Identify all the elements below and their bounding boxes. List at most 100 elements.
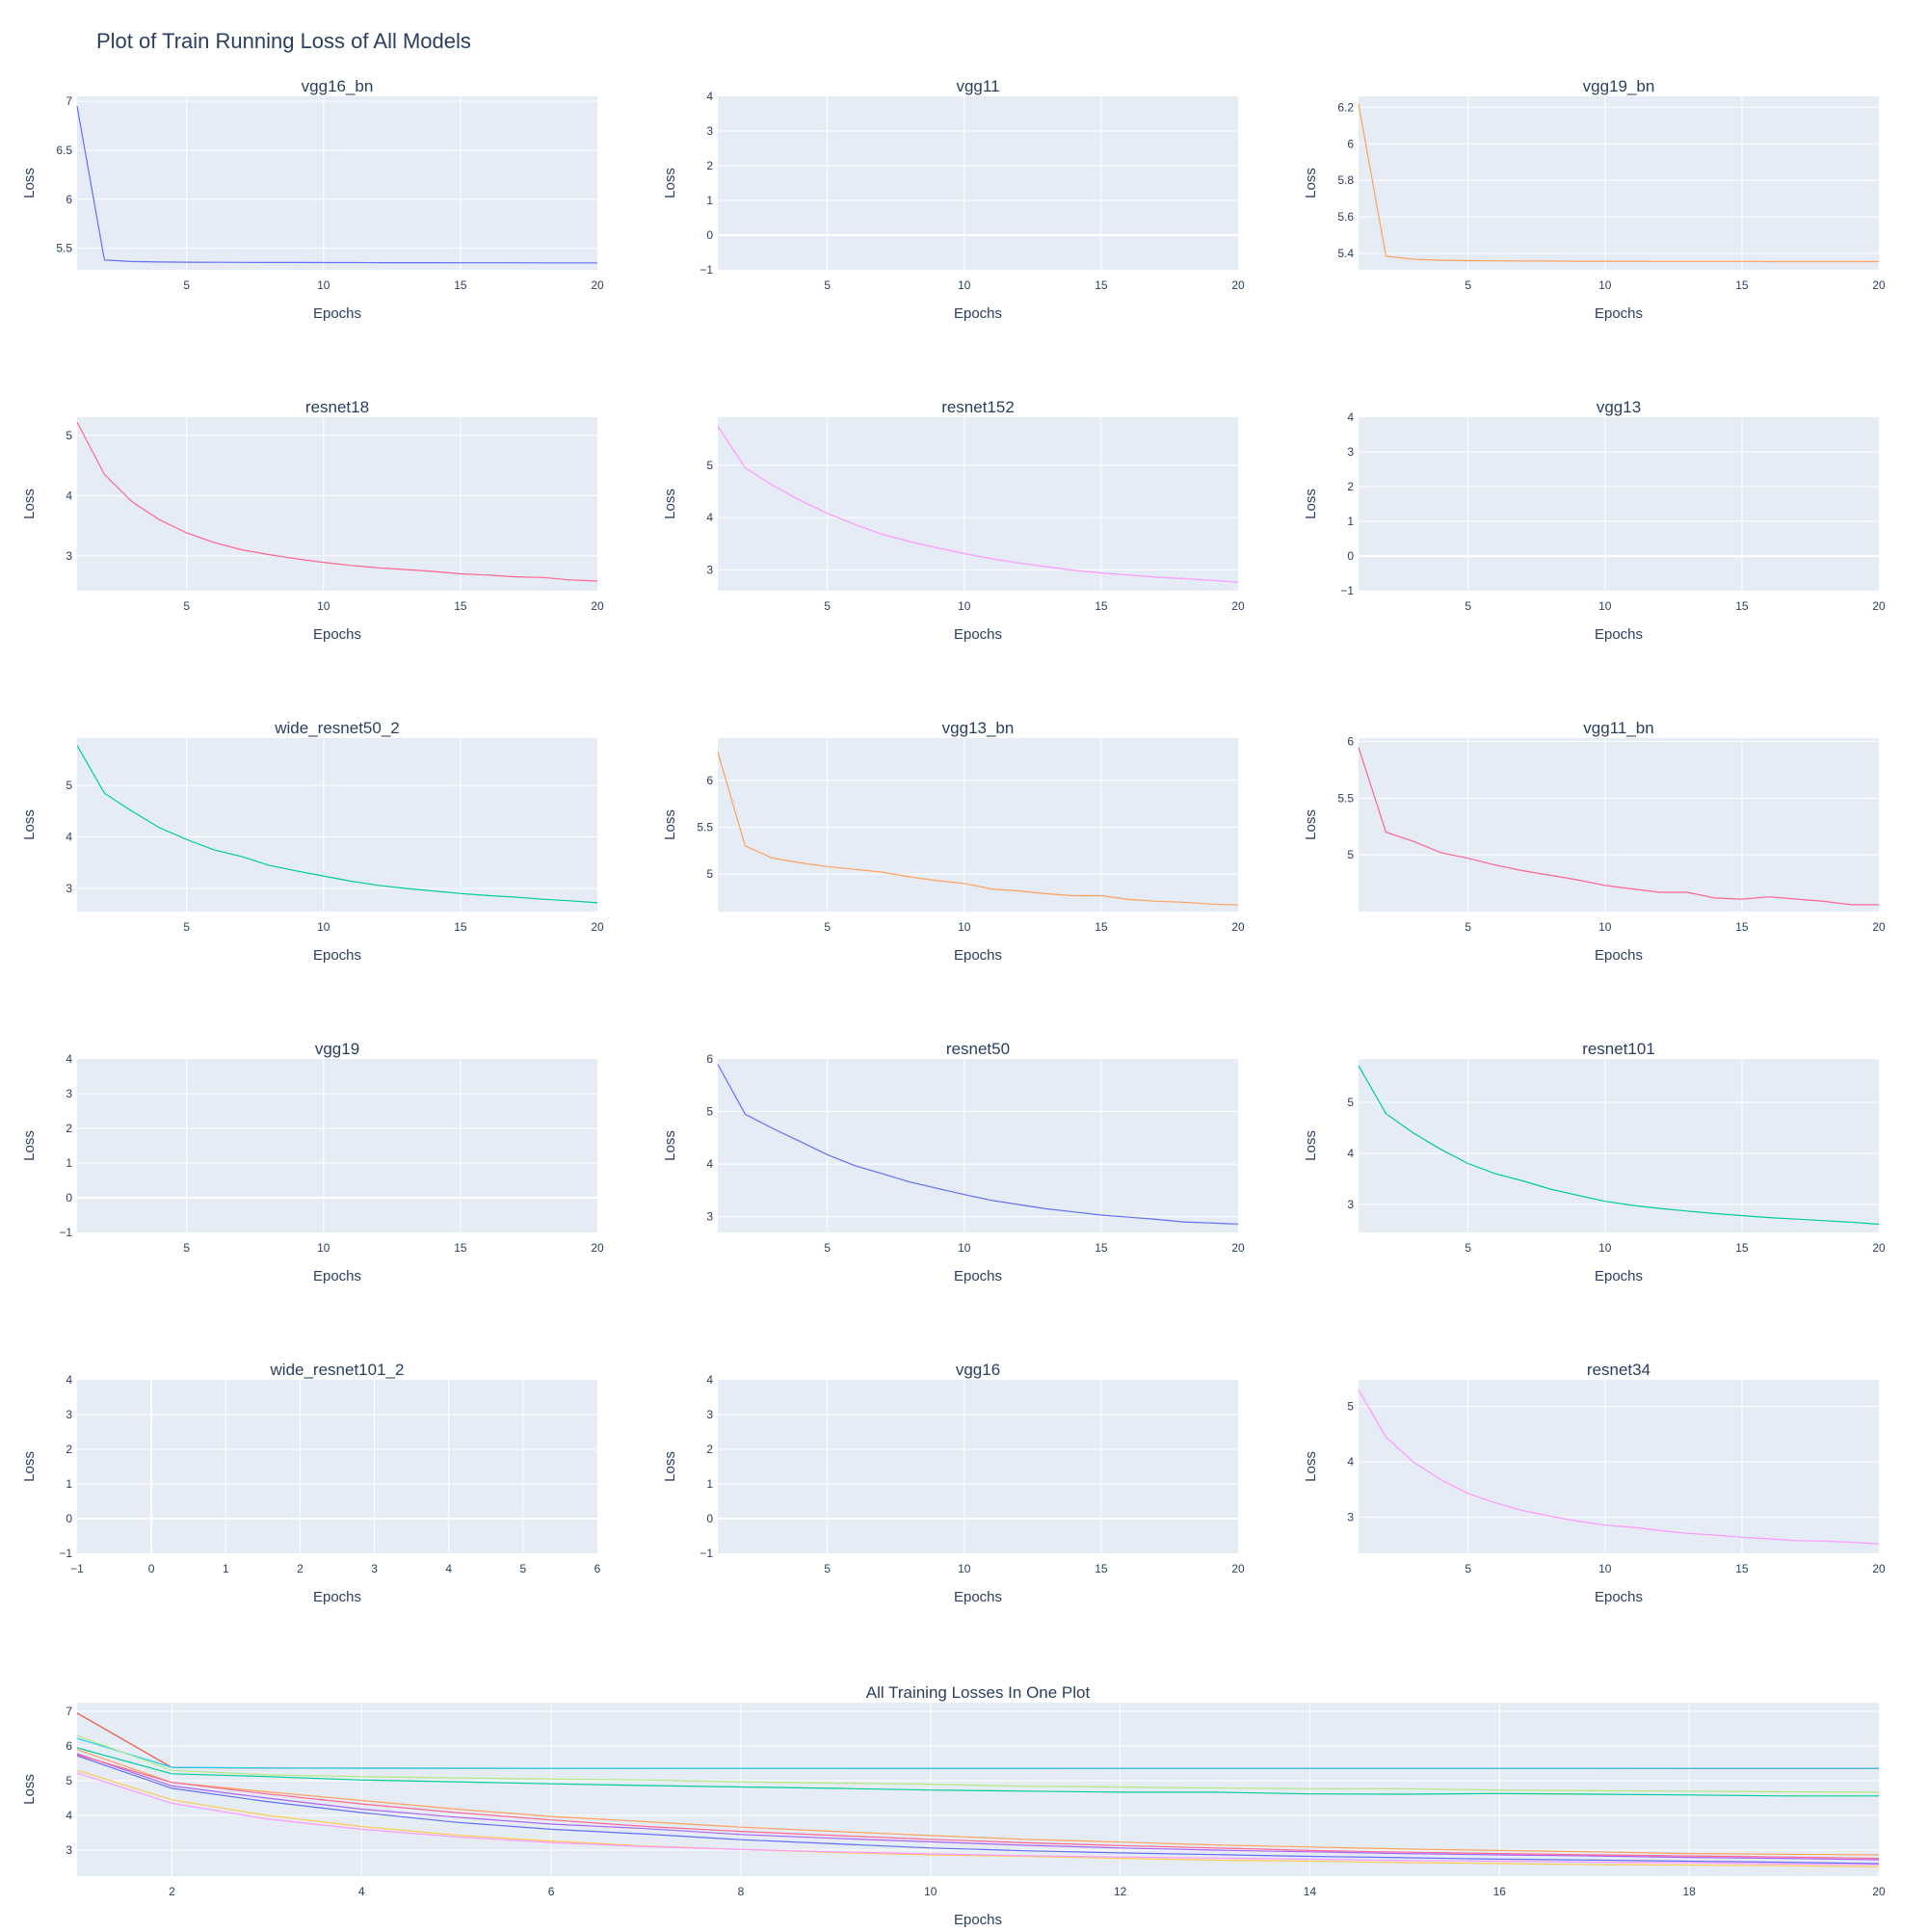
series-line-4 <box>76 1747 1879 1797</box>
x-tick-label: 5 <box>1465 278 1471 292</box>
y-tick-label: 5.5 <box>56 242 72 255</box>
series-line-5 <box>76 1749 1880 1856</box>
series-line-1 <box>1358 747 1879 906</box>
x-tick-label: 5 <box>824 1241 831 1255</box>
x-axis-label: Epochs <box>313 947 361 964</box>
y-axis-label: Loss <box>21 168 38 198</box>
y-tick-label: 6.2 <box>1337 100 1354 114</box>
series-line-2 <box>76 1737 1879 1769</box>
x-tick-label: 20 <box>591 599 604 613</box>
y-tick-label: 4 <box>66 489 72 502</box>
x-tick-label: 15 <box>454 920 467 934</box>
plot-area <box>77 1703 1879 1876</box>
x-tick-label: 5 <box>1465 920 1471 934</box>
y-tick-label: 3 <box>706 124 713 138</box>
subplot-title: resnet152 <box>941 398 1015 416</box>
x-tick-label: 10 <box>958 278 971 292</box>
x-tick-label: 5 <box>824 278 831 292</box>
series-line-1 <box>76 421 598 582</box>
subplot-title: resnet101 <box>1582 1040 1655 1058</box>
y-axis-label: Loss <box>1303 1451 1319 1482</box>
y-tick-label: 1 <box>66 1477 72 1491</box>
y-tick-label: 7 <box>66 94 72 108</box>
subplot-resnet152: 5 10 15 20 3 4 5 resnet152 Epochs Loss <box>662 398 1245 643</box>
x-tick-label: 20 <box>591 278 604 292</box>
y-tick-label: 3 <box>66 882 72 895</box>
y-tick-label: 5 <box>706 1105 713 1119</box>
x-tick-label: 10 <box>1598 1562 1612 1575</box>
x-tick-label: 10 <box>1598 599 1612 613</box>
y-tick-label: 5 <box>66 779 72 792</box>
plot-area <box>718 417 1238 591</box>
x-tick-label: 20 <box>1872 920 1886 934</box>
subplot-title: vgg13_bn <box>942 719 1015 737</box>
x-tick-label: 15 <box>454 278 467 292</box>
plot-area <box>1359 1059 1879 1232</box>
subplot-title: vgg19_bn <box>1583 77 1655 95</box>
x-axis-label: Epochs <box>313 1589 361 1605</box>
y-tick-label: 1 <box>706 1477 713 1491</box>
y-tick-label: 0 <box>1347 549 1354 563</box>
x-tick-label: 10 <box>924 1885 937 1898</box>
x-tick-label: 10 <box>1598 278 1612 292</box>
series-line-1 <box>717 752 1239 906</box>
series-line-1 <box>76 106 597 264</box>
y-tick-label: 6 <box>706 1052 713 1066</box>
y-axis-label: Loss <box>21 1451 38 1482</box>
y-tick-label: 1 <box>706 194 713 207</box>
plot-area <box>1359 417 1879 591</box>
x-tick-label: 5 <box>183 278 190 292</box>
subplot-title: vgg16_bn <box>302 77 374 95</box>
x-tick-label: 20 <box>1231 599 1245 613</box>
plot-area <box>718 1059 1238 1232</box>
x-tick-label: 15 <box>1735 278 1749 292</box>
x-tick-label: 16 <box>1493 1885 1507 1898</box>
plot-area <box>718 96 1238 270</box>
subplot-title: vgg11_bn <box>1583 719 1653 737</box>
y-tick-label: 0 <box>66 1512 72 1525</box>
subplot-vgg13: 5 10 15 20 −1 0 1 2 3 4 vgg13 Epochs Loss <box>1303 398 1886 643</box>
y-axis-label: Loss <box>662 1130 678 1161</box>
y-tick-label: 4 <box>1347 1147 1354 1160</box>
x-tick-label: 20 <box>1231 1562 1245 1575</box>
y-tick-label: 4 <box>706 1157 713 1171</box>
subplot-title: vgg11 <box>956 77 999 95</box>
x-tick-label: 12 <box>1114 1885 1127 1898</box>
x-tick-label: 5 <box>1465 599 1471 613</box>
x-tick-label: 20 <box>1872 1241 1886 1255</box>
y-tick-label: 2 <box>66 1122 72 1135</box>
x-tick-label: 14 <box>1304 1885 1317 1898</box>
subplot-title: vgg19 <box>315 1040 359 1058</box>
x-axis-label: Epochs <box>1595 947 1643 964</box>
x-axis-label: Epochs <box>313 305 361 322</box>
y-tick-label: 3 <box>66 1087 72 1100</box>
x-tick-label: 15 <box>1095 278 1108 292</box>
x-tick-label: 10 <box>1598 1241 1612 1255</box>
y-tick-label: 5 <box>66 1774 72 1787</box>
y-tick-label: −1 <box>59 1547 72 1560</box>
plot-area <box>77 417 597 591</box>
y-tick-label: 4 <box>706 90 713 103</box>
x-tick-label: 5 <box>1465 1562 1471 1575</box>
series-line-10 <box>76 1772 1880 1866</box>
x-tick-label: 0 <box>148 1562 155 1575</box>
plot-area <box>77 96 597 270</box>
y-tick-label: 5 <box>66 429 72 442</box>
plot-area <box>1359 96 1879 270</box>
x-tick-label: 5 <box>824 599 831 613</box>
x-tick-label: 20 <box>1872 278 1886 292</box>
x-tick-label: 2 <box>297 1562 304 1575</box>
y-axis-label: Loss <box>21 1774 38 1805</box>
y-tick-label: 5.6 <box>1337 210 1354 224</box>
x-tick-label: 5 <box>183 920 190 934</box>
subplot-resnet18: 5 10 15 20 3 4 5 resnet18 Epochs Loss <box>21 398 604 643</box>
subplot-vgg19: 5 10 15 20 −1 0 1 2 3 4 vgg19 Epochs Loss <box>21 1040 604 1284</box>
y-tick-label: 3 <box>1347 445 1354 459</box>
series-line-1 <box>1358 1065 1880 1226</box>
y-axis-label: Loss <box>662 809 678 840</box>
series-line-7 <box>76 1754 1880 1860</box>
x-axis-label: Epochs <box>1595 1268 1643 1284</box>
y-tick-label: −1 <box>700 1547 713 1560</box>
y-tick-label: 3 <box>706 563 713 576</box>
